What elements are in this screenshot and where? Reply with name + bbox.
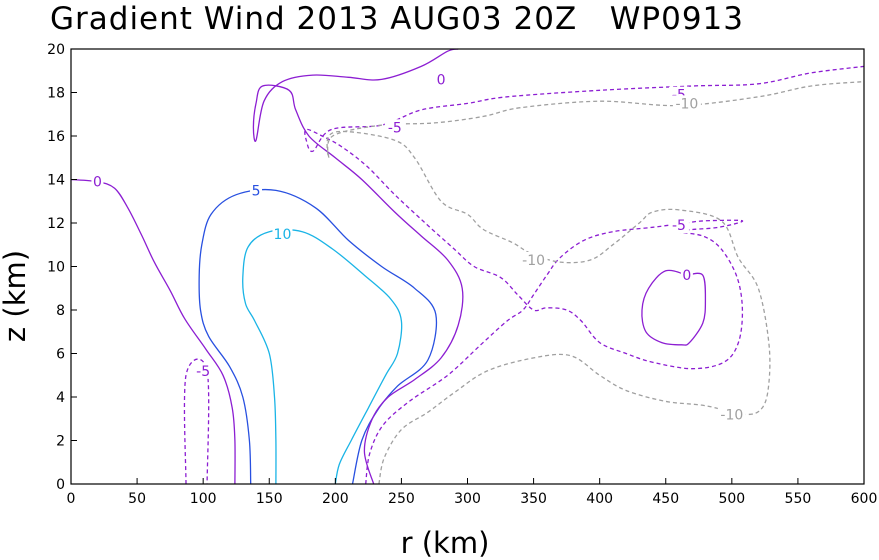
contour-label-bg [717, 406, 746, 423]
y-tick-label: 18 [47, 86, 65, 102]
contour-label-0-0: 0 [93, 175, 102, 191]
y-tick-label: 0 [56, 477, 65, 493]
chart-title: Gradient Wind 2013 AUG03 20Z WP0913 [50, 1, 744, 37]
contour-label-5-0: 5 [252, 183, 261, 199]
contour-label-0-1: 0 [437, 72, 446, 88]
y-axis-label: z (km) [0, 250, 32, 342]
x-tick-label: 100 [190, 491, 217, 507]
x-tick-label: 450 [652, 491, 679, 507]
y-tick-label: 10 [47, 260, 65, 276]
y-tick-label: 16 [47, 129, 65, 145]
contour-label--5-3: -5 [672, 218, 686, 234]
contour-label-bg [91, 173, 104, 190]
x-tick-label: 500 [718, 491, 745, 507]
contour--5-line-0 [183, 358, 210, 485]
contour-label-bg [384, 119, 405, 136]
contour-label-bg [250, 182, 263, 199]
contour-label-bg [193, 362, 214, 379]
contour-lines [70, 48, 865, 485]
x-axis-ticks: 0 50 100 150 200 250 300 350 400 450 500 550 600 [67, 478, 878, 507]
x-tick-label: 550 [785, 491, 812, 507]
y-tick-label: 8 [56, 303, 65, 319]
contour-label-bg [435, 71, 448, 88]
contour-label--10-0: -10 [675, 96, 698, 112]
contour-0-line-2 [641, 269, 707, 346]
x-tick-label: 0 [67, 491, 76, 507]
x-tick-label: 150 [256, 491, 283, 507]
contour-label-bg [272, 225, 293, 242]
x-axis-label: r (km) [401, 526, 490, 560]
contour-0-line-1 [252, 48, 464, 485]
contour-label-0-2: 0 [682, 268, 691, 284]
x-tick-label: 250 [388, 491, 415, 507]
contour-10-line-0 [242, 229, 403, 485]
contour-label--5-1: -5 [388, 120, 402, 136]
x-tick-label: 350 [520, 491, 547, 507]
y-tick-label: 14 [47, 173, 65, 189]
y-tick-label: 2 [56, 434, 65, 450]
contour-label--10-2: -10 [720, 407, 743, 423]
contour--10-line-0 [326, 80, 865, 485]
x-tick-label: 400 [586, 491, 613, 507]
contour-5-line-0 [198, 188, 438, 485]
y-tick-label: 6 [56, 347, 65, 363]
contour-label--5-0: -5 [196, 364, 210, 380]
contour-label-bg [680, 267, 693, 284]
contour-label-bg [519, 251, 548, 268]
x-tick-label: 600 [851, 491, 878, 507]
x-tick-label: 200 [322, 491, 349, 507]
contour--5-line-1 [304, 65, 865, 485]
y-tick-label: 12 [47, 216, 65, 232]
contour-0-line-0 [70, 178, 236, 485]
y-tick-label: 20 [47, 42, 65, 58]
contour-label-10-0: 10 [274, 227, 292, 243]
contour-label-bg [672, 95, 701, 112]
contour-label--10-1: -10 [522, 253, 545, 269]
x-tick-label: 300 [454, 491, 481, 507]
x-tick-label: 50 [128, 491, 146, 507]
y-tick-label: 4 [56, 390, 65, 406]
contour-label-bg [668, 217, 689, 234]
y-axis-ticks: 0 2 4 6 8 10 12 14 16 18 20 [47, 42, 77, 493]
